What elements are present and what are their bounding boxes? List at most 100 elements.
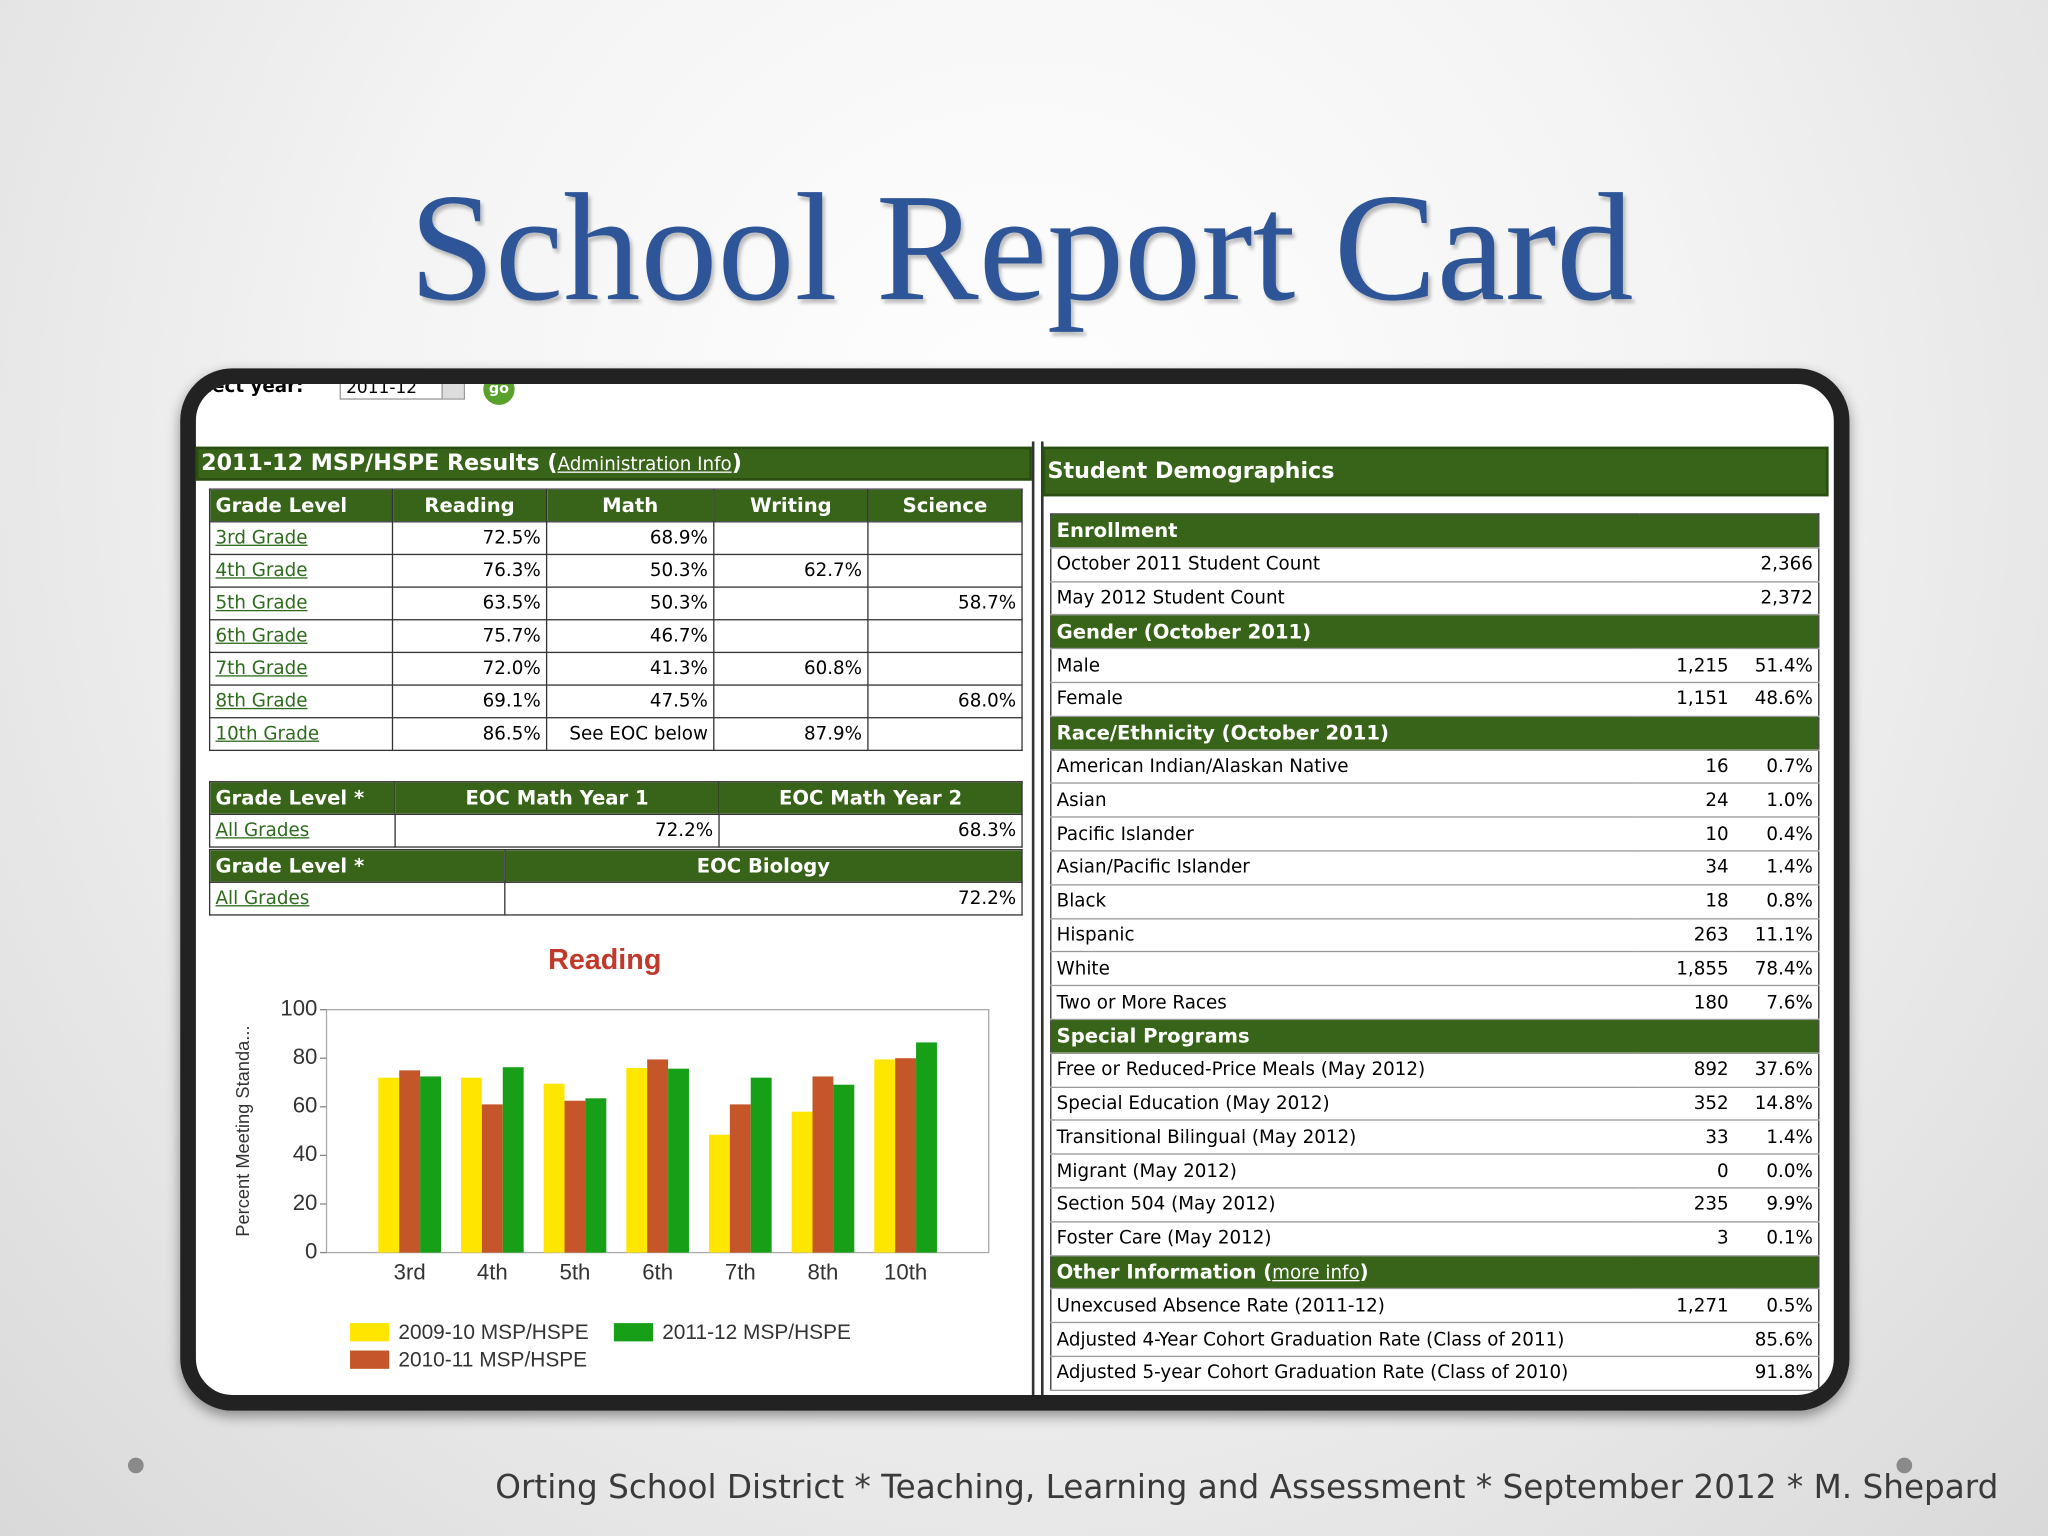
empty-cell [867,651,1023,686]
row: Migrant (May 2012) 0 0.0% [1050,1154,1819,1189]
row: Hispanic 263 11.1% [1050,918,1819,953]
row-link[interactable]: All Grades [215,820,310,842]
cell: Asian [1050,783,1639,818]
cell: October 2011 Student Count [1050,547,1639,582]
section-row: Gender (October 2011) [1050,615,1819,650]
bar [399,1070,421,1253]
header-row: Grade Level Reading Math Writing Science [208,488,1023,523]
row-link[interactable]: 5th Grade [215,592,308,614]
cell: Pacific Islander [1050,817,1639,852]
bullet-dot [127,1457,144,1474]
bullet-dot [1896,1457,1913,1474]
cell: 60.8% [713,651,869,686]
cell: 48.6% [1733,682,1819,717]
empty-cell [713,586,869,621]
row-link[interactable]: 10th Grade [215,723,320,745]
bar [668,1068,689,1253]
section-link[interactable]: more info [1272,1262,1360,1284]
cell: 50.3% [545,586,715,621]
row: All Grades 72.2% [208,881,1023,916]
year-select[interactable]: 2011-12 [339,383,465,400]
legend-swatch [350,1350,390,1369]
section-heading: Enrollment [1050,513,1819,549]
row: Adjusted 5-year Cohort Graduation Rate (… [1050,1356,1819,1391]
row: October 2011 Student Count 2,366 [1050,547,1819,582]
results-title-end: ) [731,450,742,477]
cell: Adjusted 5-year Cohort Graduation Rate (… [1050,1356,1639,1391]
cell: 1.4% [1733,1120,1819,1155]
cell: 69.1% [391,684,548,719]
cell: 24 [1638,783,1734,818]
row: All Grades 72.2% 68.3% [208,813,1023,848]
cell: 3 [1638,1221,1734,1256]
empty-cell [713,684,869,719]
y-axis-label: Percent Meeting Standa... [232,1026,253,1237]
section-row: Other Information (more info) [1050,1255,1819,1290]
cell: 86.5% [391,717,548,752]
panel-divider [1040,441,1044,1395]
cell: 58.7% [867,586,1023,621]
cell: 10 [1638,817,1734,852]
row: Male 1,215 51.4% [1050,648,1819,684]
row: Asian/Pacific Islander 34 1.4% [1050,850,1819,886]
cell: 85.6% [1733,1322,1819,1357]
row: Two or More Races 180 7.6% [1050,985,1819,1021]
cell: Female [1050,682,1639,717]
cell: 7.6% [1733,985,1819,1021]
row-link[interactable]: 3rd Grade [215,527,308,549]
bar [833,1084,855,1253]
screenshot: Select year: 2011-12 go 2011-12 MSP/HSPE… [195,383,1834,1395]
header-cell: EOC Biology [504,848,1023,883]
cell: Special Education (May 2012) [1050,1086,1639,1122]
cell: 263 [1638,918,1734,953]
bar [916,1042,937,1253]
row-label: All Grades [208,813,396,848]
row-link[interactable]: 8th Grade [215,690,308,712]
bar [729,1104,751,1253]
cell: Hispanic [1050,918,1639,953]
results-header: 2011-12 MSP/HSPE Results (Administration… [195,446,1032,481]
x-tick-label: 3rd [394,1259,426,1284]
slide-title: School Report Card [409,161,1634,334]
cell: 72.0% [391,651,548,686]
row-link[interactable]: 7th Grade [215,658,308,680]
reading-chart: Reading Percent Meeting Standa... 0 20 40 6… [232,944,990,1371]
cell: 1.0% [1733,783,1819,818]
cell: Migrant (May 2012) [1050,1154,1639,1189]
row: Transitional Bilingual (May 2012) 33 1.4% [1050,1120,1819,1155]
section-title-end: ) [1359,1260,1369,1284]
row: 7th Grade 72.0% 41.3% 60.8% [208,651,1023,686]
admin-info-link[interactable]: Administration Info [557,454,732,476]
bar [481,1104,503,1253]
cell: 0 [1638,1154,1734,1189]
bar [420,1076,442,1253]
cell: 63.5% [391,586,548,621]
row-link[interactable]: 4th Grade [215,560,308,582]
bar [791,1111,813,1253]
bar [895,1058,917,1253]
go-button[interactable]: go [483,383,515,405]
row-link[interactable]: All Grades [215,888,310,910]
bar [708,1134,730,1253]
row: 4th Grade 76.3% 50.3% 62.7% [208,553,1023,588]
row: 6th Grade 75.7% 46.7% [208,619,1023,654]
row: Pacific Islander 10 0.4% [1050,817,1819,852]
cell: 50.3% [545,553,715,588]
cell: 51.4% [1733,648,1819,684]
cell: 0.1% [1733,1221,1819,1256]
x-tick-label: 10th [884,1259,927,1284]
legend-swatch [350,1323,390,1342]
y-tick-label: 20 [293,1190,318,1215]
row: May 2012 Student Count 2,372 [1050,581,1819,616]
section-heading: Race/Ethnicity (October 2011) [1050,716,1819,751]
cell: 892 [1638,1053,1734,1088]
section-row: Race/Ethnicity (October 2011) [1050,716,1819,751]
row: Unexcused Absence Rate (2011-12) 1,271 0.5… [1050,1288,1819,1324]
row-link[interactable]: 6th Grade [215,625,308,647]
row: Female 1,151 48.6% [1050,682,1819,717]
panel-divider [1031,441,1035,1395]
cell: 72.5% [391,521,548,556]
y-tick-label: 40 [293,1141,318,1166]
results-title: 2011-12 MSP/HSPE Results ( [201,450,558,477]
grade-table: Grade Level Reading Math Writing Science 3rd … [208,488,1023,752]
